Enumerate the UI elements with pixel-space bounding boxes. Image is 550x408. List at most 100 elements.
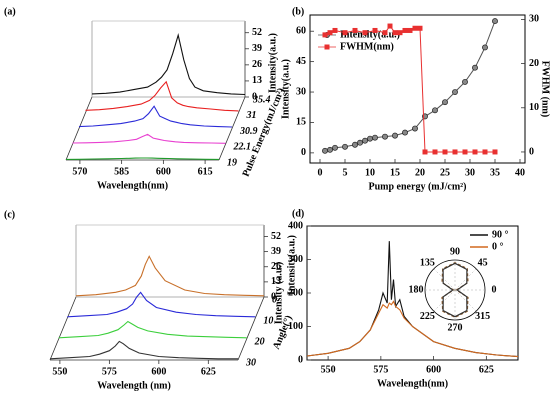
legend-label: 90 ° [492,229,509,240]
z-tick-label: 13 [271,276,281,287]
marker [442,149,448,155]
axis [218,96,246,161]
spectrum [85,80,239,112]
x-tick-label: 40 [515,167,525,178]
x-axis-label: Wavelength(nm) [97,180,168,191]
marker [332,27,338,33]
series-line [306,300,519,358]
legend-label: 0 ° [492,241,504,252]
z-tick-label: 52 [252,27,262,38]
y-axis-label: Intensity(a.u.) [280,59,291,119]
marker [412,125,418,132]
marker [462,78,468,85]
marker [472,64,478,71]
z-tick-label: 52 [271,231,281,242]
spectrum [91,33,246,96]
marker [362,137,368,144]
plot-frame [309,14,526,164]
panel-label: (a) [4,6,16,17]
marker [412,25,418,31]
z-tick-label: 39 [252,43,262,54]
marker [342,143,348,150]
marker [432,149,438,155]
marker [382,133,388,140]
marker [397,30,403,36]
y-axis-label: Intensity (a.u.) [273,262,284,325]
marker [382,30,388,36]
marker [322,32,328,38]
depth-tick-label: 35.4 [252,94,271,105]
angle-grid [454,289,477,312]
angle-tick-label: 0 [492,284,497,295]
z-tick-label: 26 [271,261,281,272]
legend-marker [324,44,330,50]
x-tick-label: 5 [343,167,348,178]
marker [417,25,423,31]
marker [482,44,488,51]
marker [332,144,338,151]
angle-grid [454,268,477,291]
axis [49,296,77,361]
marker [407,27,413,33]
spectrum [49,340,238,360]
y2-axis-label: FWHM (nm) [540,61,550,117]
z-tick-label: 13 [252,75,262,86]
marker [462,149,468,155]
marker [402,27,408,33]
x-tick-label: 575 [102,366,117,377]
marker [392,132,398,139]
x-tick-label: 575 [373,364,388,375]
x-tick-label: 600 [426,364,441,375]
marker [327,146,333,153]
angle-tick-label: 45 [478,257,488,268]
x-tick-label: 625 [479,364,494,375]
angle-tick-label: 315 [475,311,490,322]
marker [492,149,498,155]
panel-label: (b) [292,6,304,17]
marker [327,30,333,36]
y2-tick-label: 10 [529,102,539,113]
z-axis-label: Intensity(a.u.) [267,33,278,93]
angle-tick-label: 225 [420,311,435,322]
axis [237,296,265,361]
spectrum [67,291,256,318]
angle-tick-label: 180 [409,284,424,295]
x-tick-label: 25 [440,167,450,178]
marker [472,149,478,155]
x-tick-label: 30 [465,167,475,178]
marker [442,99,448,106]
y-tick-label: 100 [288,321,303,332]
depth-tick-label: 30.9 [239,126,258,137]
z-tick-label: 39 [271,246,281,257]
marker [357,139,363,146]
marker [492,18,498,25]
angle-tick-label: 270 [448,322,463,333]
depth-tick-label: 10 [263,315,273,326]
marker [322,147,328,154]
spectrum [58,320,247,339]
depth-tick-label: 0 [272,294,277,305]
y-tick-label: 45 [296,56,306,67]
angle-tick-label: 90 [450,246,460,257]
axis [65,96,93,161]
angle-tick-label: 135 [420,257,435,268]
x-tick-label: 600 [151,366,166,377]
x-tick-label: 600 [156,166,171,177]
y-tick-label: 0 [298,354,303,365]
y-tick-label: 400 [288,220,303,231]
spectrum [75,255,265,297]
marker [422,149,428,155]
marker [452,149,458,155]
depth-tick-label: 19 [227,157,237,168]
x-tick-label: 550 [321,364,336,375]
y-tick-label: 30 [296,86,306,97]
z-axis-label: Intensity(a.u.) [286,235,297,295]
spectrum [72,133,226,144]
x-axis-label: Wavelength(nm) [377,378,448,389]
panel-label: (c) [4,209,15,220]
angle-grid [433,289,456,312]
x-tick-label: 10 [365,167,375,178]
x-tick-label: 585 [114,166,129,177]
depth-tick-label: 31 [246,110,257,121]
